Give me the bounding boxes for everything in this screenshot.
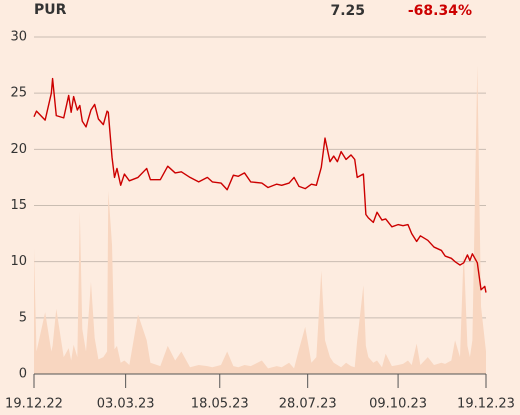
price-line	[33, 77, 487, 293]
y-tick-label: 0	[19, 367, 27, 382]
last-price: 7.25	[330, 3, 365, 19]
symbol: PUR	[34, 2, 67, 18]
x-tick-label: 28.07.23	[279, 397, 337, 412]
volume-area	[34, 65, 486, 374]
y-tick-label: 10	[10, 254, 27, 269]
x-tick-label: 03.03.23	[97, 397, 155, 412]
y-tick-label: 20	[10, 142, 27, 157]
change: -68.34%	[408, 3, 472, 19]
y-tick-label: 5	[19, 310, 27, 325]
y-tick-label: 15	[10, 198, 27, 213]
x-tick-label: 19.12.23	[457, 397, 515, 412]
x-tick-label: 09.10.23	[369, 397, 427, 412]
y-tick-label: 25	[10, 86, 27, 101]
x-tick-label: 19.12.22	[5, 397, 63, 412]
x-tick-label: 18.05.23	[191, 397, 249, 412]
y-tick-label: 30	[10, 30, 27, 45]
